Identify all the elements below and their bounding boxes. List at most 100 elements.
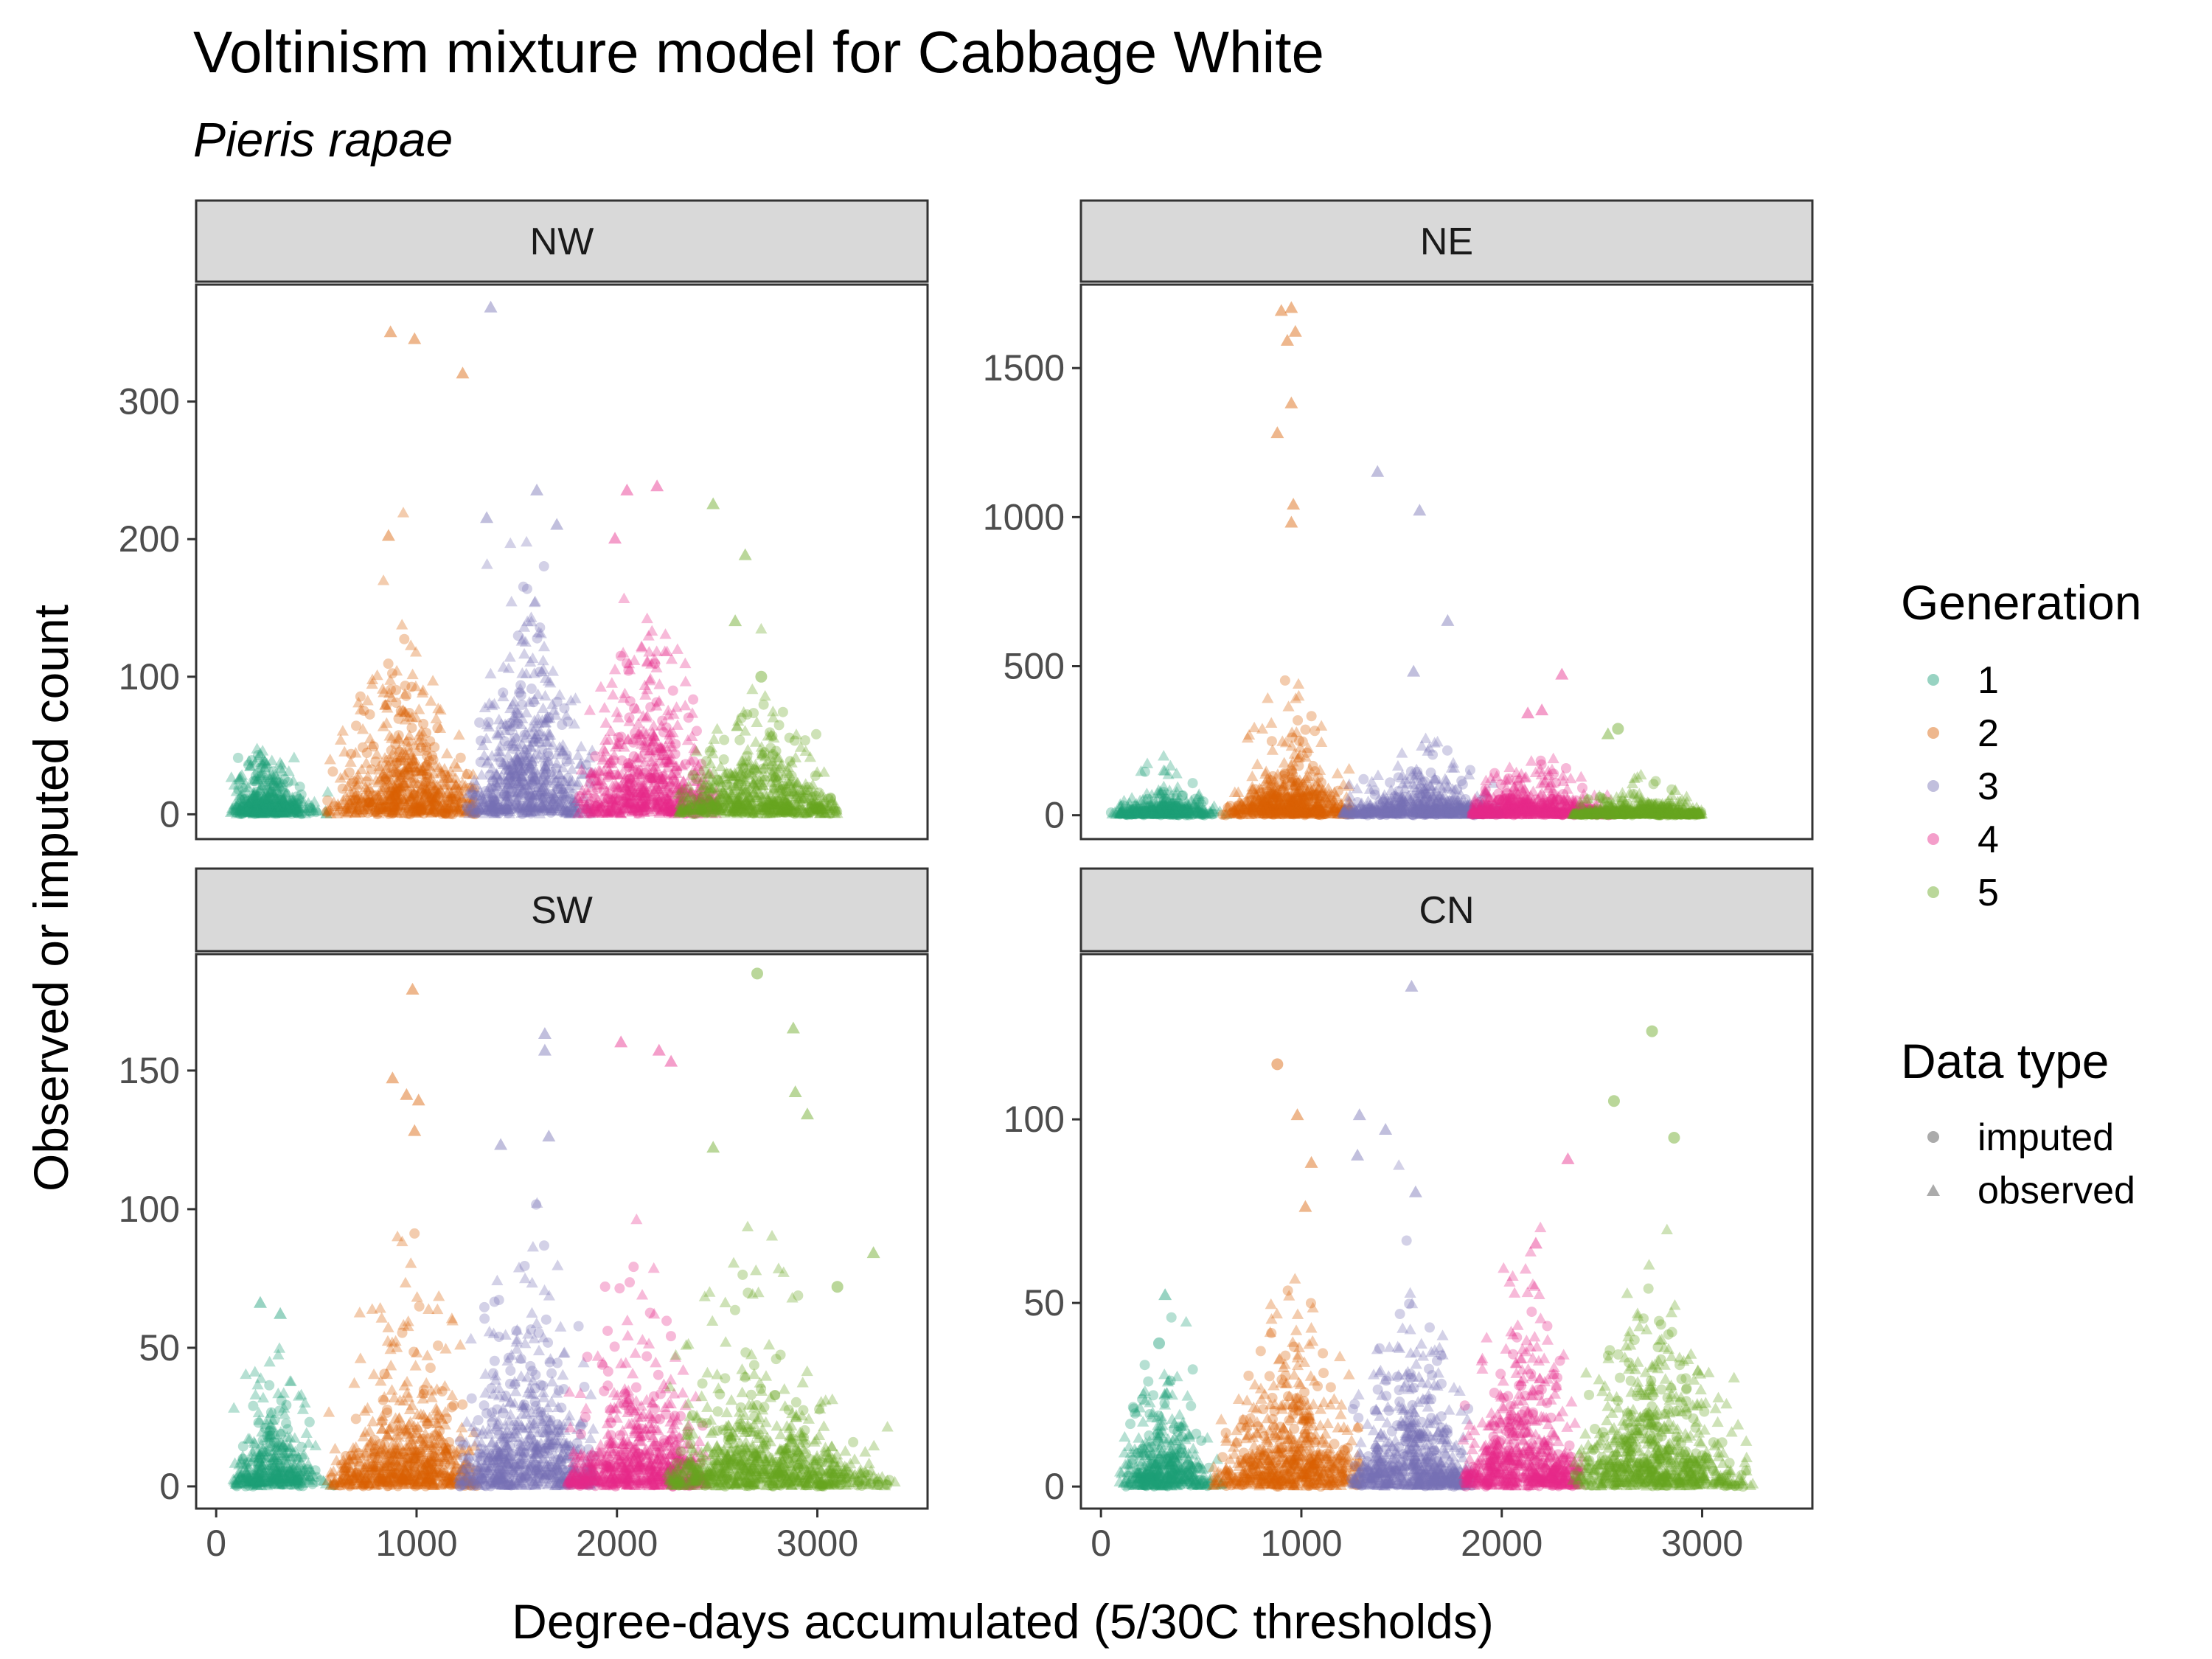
data-point xyxy=(411,802,422,813)
data-point xyxy=(676,797,689,808)
data-point xyxy=(244,796,257,807)
data-point xyxy=(656,773,669,785)
data-point xyxy=(563,716,574,727)
data-point xyxy=(528,773,540,785)
data-point xyxy=(276,782,289,793)
data-point xyxy=(232,799,244,810)
data-point xyxy=(397,744,410,756)
data-point xyxy=(235,805,248,817)
data-point xyxy=(405,793,417,804)
data-point xyxy=(416,686,429,698)
data-point xyxy=(268,806,280,817)
data-point xyxy=(657,757,669,768)
data-point xyxy=(383,687,396,698)
data-point xyxy=(279,773,290,785)
data-point xyxy=(252,805,263,816)
data-point xyxy=(284,799,296,810)
data-point xyxy=(662,806,673,817)
data-point xyxy=(485,805,498,816)
data-point xyxy=(535,785,548,796)
data-point xyxy=(655,773,668,785)
data-point xyxy=(520,754,532,765)
data-point xyxy=(467,789,479,800)
data-point xyxy=(406,758,419,769)
data-point xyxy=(1293,714,1304,726)
data-point xyxy=(248,807,260,818)
data-point xyxy=(442,795,453,806)
data-point xyxy=(383,792,396,804)
data-point xyxy=(266,801,277,813)
data-point xyxy=(279,800,292,811)
data-point xyxy=(456,777,469,789)
data-point xyxy=(521,748,534,759)
data-point xyxy=(674,785,686,796)
data-point xyxy=(420,761,431,772)
data-point xyxy=(684,786,697,798)
data-point xyxy=(462,803,473,814)
data-point xyxy=(502,771,515,782)
data-point xyxy=(557,719,568,730)
data-point xyxy=(618,592,630,604)
data-point xyxy=(613,738,625,749)
data-point xyxy=(286,796,299,807)
data-point xyxy=(411,799,424,810)
data-point xyxy=(320,807,333,818)
data-point xyxy=(254,782,266,793)
data-point xyxy=(505,757,518,769)
data-point xyxy=(759,689,771,701)
data-point xyxy=(406,762,419,773)
data-point xyxy=(293,793,305,804)
data-point xyxy=(664,747,676,759)
data-point xyxy=(244,760,257,771)
data-point xyxy=(534,667,545,678)
data-point xyxy=(563,773,574,784)
data-point xyxy=(380,806,392,817)
data-point xyxy=(246,806,259,817)
data-point xyxy=(428,797,439,808)
data-point xyxy=(381,700,392,711)
data-point xyxy=(482,787,495,799)
data-point xyxy=(694,801,706,812)
data-point xyxy=(492,799,503,810)
data-point xyxy=(230,799,243,810)
data-point xyxy=(655,771,668,782)
data-point xyxy=(255,807,268,818)
data-point xyxy=(516,633,529,644)
data-point xyxy=(594,801,606,813)
data-point xyxy=(524,751,537,762)
data-point xyxy=(585,773,597,784)
data-point xyxy=(397,777,410,788)
data-point xyxy=(248,799,260,810)
data-point xyxy=(625,785,636,796)
data-point xyxy=(501,799,514,810)
data-point xyxy=(574,790,585,801)
data-point xyxy=(1251,758,1264,770)
data-point xyxy=(669,807,682,818)
data-point xyxy=(336,725,349,736)
data-point xyxy=(245,804,257,815)
data-point xyxy=(436,791,448,803)
data-point xyxy=(574,803,585,814)
data-point xyxy=(476,739,489,751)
data-point xyxy=(414,804,428,815)
data-point xyxy=(1358,773,1369,785)
data-point xyxy=(540,775,553,786)
data-point xyxy=(644,793,658,804)
data-point xyxy=(514,762,526,774)
data-point xyxy=(517,699,528,710)
data-point xyxy=(528,805,540,816)
data-point xyxy=(286,808,297,819)
data-point xyxy=(522,800,533,811)
data-point xyxy=(644,672,657,684)
data-point xyxy=(294,793,307,804)
data-point xyxy=(525,808,536,819)
data-point xyxy=(657,801,669,813)
data-point xyxy=(400,681,411,692)
data-point xyxy=(418,785,431,796)
y-tick-label: 0 xyxy=(159,793,180,835)
data-point xyxy=(1444,808,1455,819)
y-tick-label: 200 xyxy=(119,518,180,560)
data-point xyxy=(285,798,298,809)
data-point xyxy=(656,745,669,757)
data-point xyxy=(432,789,443,800)
